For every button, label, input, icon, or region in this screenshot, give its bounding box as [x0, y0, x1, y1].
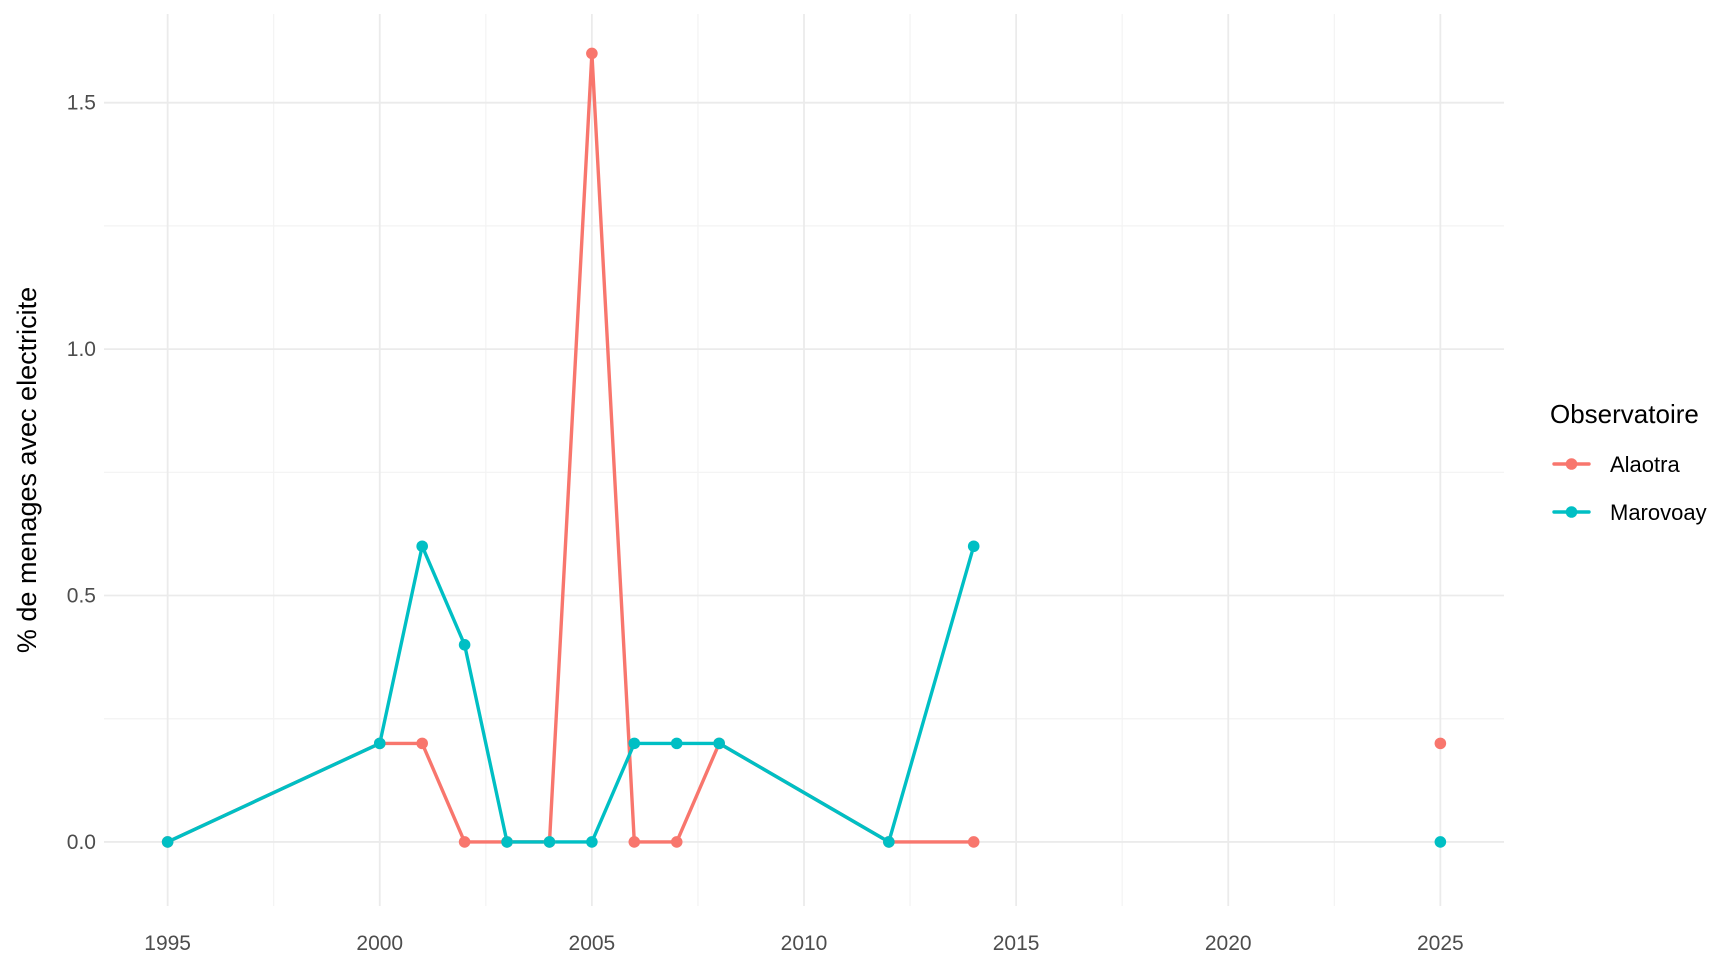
data-point-marovoay: [883, 836, 895, 848]
y-tick-label: 1.5: [67, 92, 96, 115]
x-axis-tick-labels: 1995 2000 2005 2010 2015 2020 2025: [144, 932, 1463, 955]
data-point-marovoay: [713, 737, 725, 750]
data-point-marovoay: [543, 836, 556, 848]
data-point-alaotra: [586, 47, 598, 60]
data-point-alaotra: [1434, 737, 1447, 750]
data-point-alaotra: [628, 836, 641, 848]
legend-key-point: [1565, 458, 1578, 470]
y-tick-label: 0.5: [67, 585, 96, 608]
legend-key-point: [1565, 506, 1578, 518]
data-point-marovoay: [670, 737, 683, 750]
x-tick-label: 2020: [1205, 932, 1252, 955]
data-point-marovoay: [373, 737, 386, 750]
data-point-marovoay: [1434, 836, 1447, 848]
x-tick-label: 1995: [144, 932, 191, 955]
data-point-alaotra: [967, 836, 980, 848]
data-point-marovoay: [458, 639, 471, 651]
y-axis-title: % de menages avec electricite: [12, 287, 42, 653]
data-point-marovoay: [501, 836, 513, 848]
data-point-marovoay: [586, 836, 598, 848]
data-point-marovoay: [628, 737, 641, 750]
legend: Observatoire Alaotra Marovoay: [1550, 399, 1707, 525]
legend-items: Alaotra Marovoay: [1552, 452, 1707, 525]
data-point-marovoay: [967, 540, 980, 553]
series-line-alaotra: [165, 51, 976, 844]
x-tick-label: 2005: [569, 932, 616, 955]
legend-title: Observatoire: [1550, 399, 1699, 429]
data-point-marovoay: [161, 836, 174, 848]
data-point-alaotra: [670, 836, 683, 848]
x-tick-label: 2000: [356, 932, 403, 955]
data-point-marovoay: [416, 540, 428, 553]
data-point-alaotra: [458, 836, 471, 848]
major-gridlines: [104, 14, 1504, 906]
x-tick-label: 2015: [993, 932, 1040, 955]
legend-label: Marovoay: [1610, 500, 1707, 525]
y-tick-label: 1.0: [67, 338, 96, 361]
series-layer: [161, 47, 1447, 848]
y-tick-label: 0.0: [67, 831, 96, 854]
legend-label: Alaotra: [1610, 452, 1680, 477]
y-axis-tick-labels: 0.0 0.5 1.0 1.5: [67, 92, 96, 854]
series-line-marovoay: [165, 544, 976, 844]
x-tick-label: 2025: [1417, 932, 1464, 955]
data-point-alaotra: [416, 737, 428, 750]
x-tick-label: 2010: [781, 932, 828, 955]
